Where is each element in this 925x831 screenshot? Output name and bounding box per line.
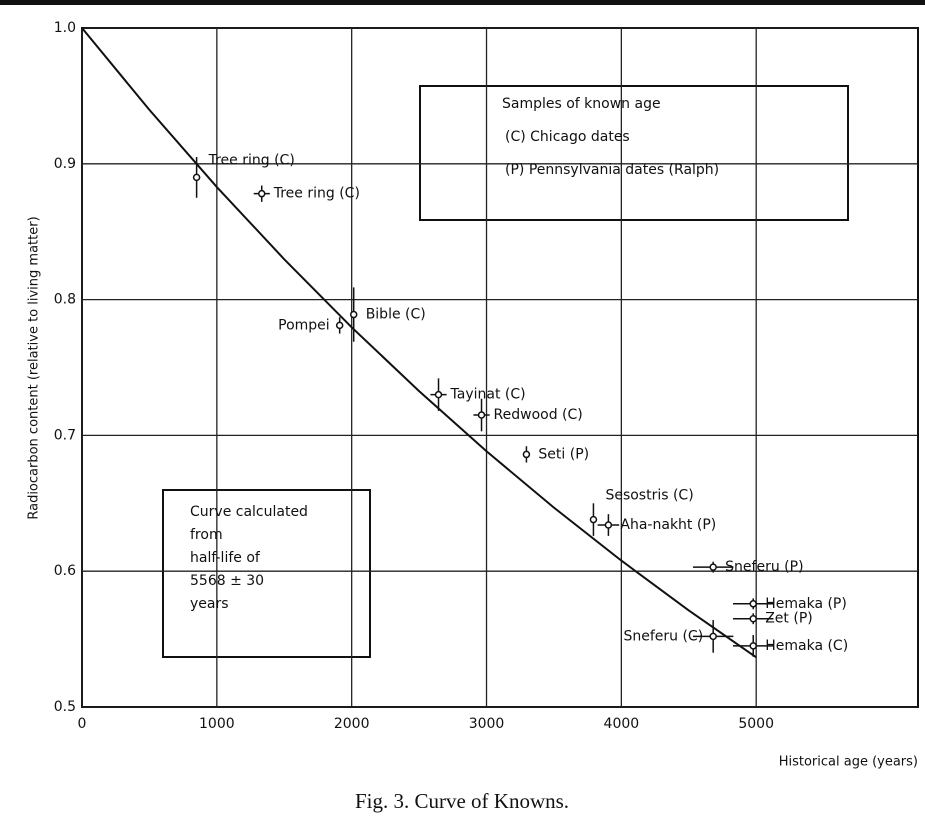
- point-label: Sesostris (C): [605, 488, 693, 504]
- y-axis-label: Radiocarbon content (relative to living …: [27, 216, 42, 519]
- x-tick-label: 4000: [604, 716, 640, 732]
- legend-text: (P) Pennsylvania dates (Ralph): [505, 162, 719, 178]
- point-label: Sneferu (P): [725, 559, 803, 575]
- y-tick-label: 0.6: [54, 563, 76, 579]
- y-tick-label: 1.0: [54, 20, 76, 36]
- x-axis-label: Historical age (years): [779, 755, 918, 770]
- data-point: [749, 600, 757, 608]
- y-tick-label: 0.5: [54, 699, 76, 715]
- legend-box: [419, 85, 849, 221]
- point-label: Tree ring (C): [273, 186, 360, 202]
- data-point: [709, 632, 717, 641]
- x-tick-label: 5000: [738, 716, 774, 732]
- note-text: years: [190, 596, 229, 612]
- decay-curve: [81, 27, 757, 659]
- y-tick-label: 0.8: [54, 292, 76, 308]
- data-point: [192, 173, 201, 182]
- point-label: Hemaka (P): [765, 596, 847, 612]
- top-bar: [0, 0, 925, 5]
- x-tick-label: 0: [78, 716, 87, 732]
- data-point: [749, 642, 757, 650]
- point-label: Zet (P): [765, 611, 813, 627]
- x-tick-label: 1000: [199, 716, 235, 732]
- point-label: Sneferu (C): [623, 628, 703, 644]
- point-label: Hemaka (C): [765, 638, 848, 654]
- data-point: [434, 390, 443, 399]
- data-point: [522, 450, 531, 459]
- point-label: Tree ring (C): [208, 152, 295, 168]
- data-point: [749, 614, 757, 623]
- note-text: half-life of: [190, 550, 261, 566]
- caption: Fig. 3. Curve of Knowns.: [355, 789, 569, 813]
- data-point: [257, 189, 266, 198]
- legend-text: (C) Chicago dates: [505, 129, 630, 145]
- data-point: [709, 563, 717, 571]
- data-point: [604, 521, 613, 529]
- legend-text: Samples of known age: [502, 96, 661, 112]
- data-point: [477, 411, 486, 419]
- note-text: 5568 ± 30: [190, 573, 264, 589]
- data-point: [349, 310, 358, 319]
- y-tick-label: 0.9: [54, 156, 76, 172]
- point-label: Aha-nakht (P): [620, 517, 716, 533]
- data-point: [589, 515, 598, 524]
- point-label: Bible (C): [366, 307, 426, 323]
- note-text: from: [190, 527, 223, 543]
- point-label: Pompei: [278, 317, 330, 333]
- x-tick-label: 3000: [469, 716, 505, 732]
- data-point: [335, 321, 344, 330]
- point-label: Tayinat (C): [450, 387, 526, 403]
- note-text: Curve calculated: [190, 504, 308, 520]
- y-tick-label: 0.7: [54, 427, 76, 443]
- x-tick-label: 2000: [334, 716, 370, 732]
- note-box: [162, 489, 371, 658]
- point-label: Seti (P): [538, 446, 589, 462]
- point-label: Redwood (C): [494, 407, 583, 423]
